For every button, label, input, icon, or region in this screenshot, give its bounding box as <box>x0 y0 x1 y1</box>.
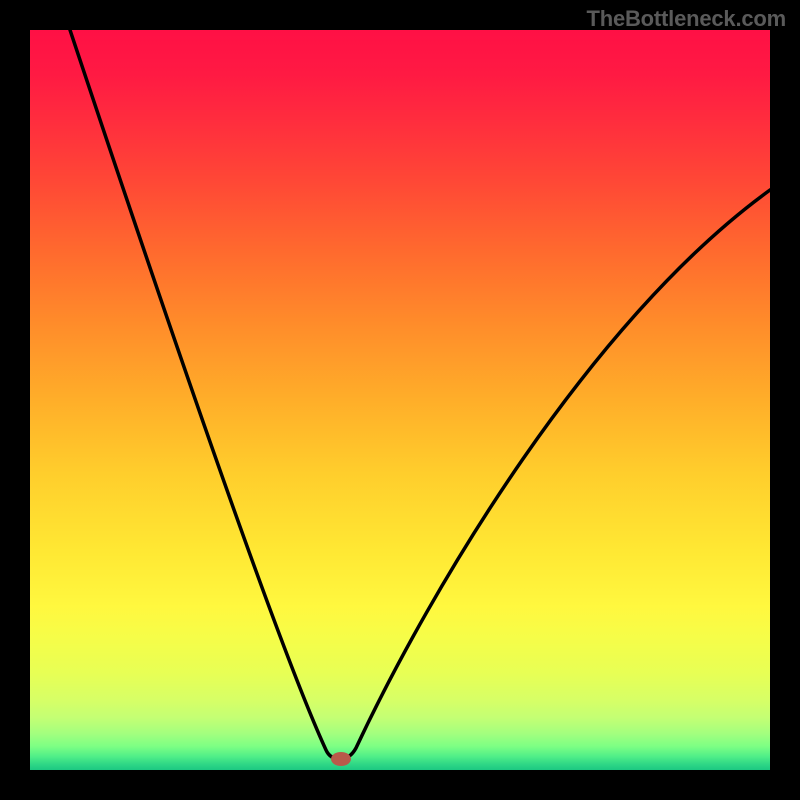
watermark-text: TheBottleneck.com <box>586 6 786 32</box>
bottleneck-curve <box>30 30 770 770</box>
valley-marker <box>331 752 351 766</box>
plot-area <box>30 30 770 770</box>
